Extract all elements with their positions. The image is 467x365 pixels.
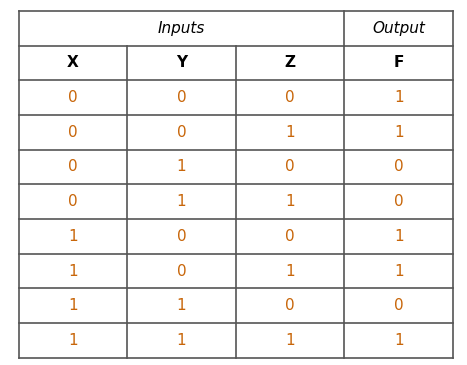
Text: 1: 1 xyxy=(394,125,403,140)
Text: 0: 0 xyxy=(285,90,295,105)
Text: X: X xyxy=(67,55,79,70)
Text: 1: 1 xyxy=(285,264,295,278)
Text: 0: 0 xyxy=(285,229,295,244)
Text: 0: 0 xyxy=(177,229,186,244)
Text: 1: 1 xyxy=(177,194,186,209)
Text: 1: 1 xyxy=(394,90,403,105)
Text: 1: 1 xyxy=(68,333,78,348)
Text: 1: 1 xyxy=(177,298,186,313)
Text: 0: 0 xyxy=(68,160,78,174)
Text: 1: 1 xyxy=(68,264,78,278)
Text: 1: 1 xyxy=(285,125,295,140)
Text: 0: 0 xyxy=(68,125,78,140)
Text: 0: 0 xyxy=(285,298,295,313)
Text: Z: Z xyxy=(284,55,296,70)
Text: 1: 1 xyxy=(177,160,186,174)
Text: 1: 1 xyxy=(68,229,78,244)
Text: 0: 0 xyxy=(68,194,78,209)
Text: 0: 0 xyxy=(394,298,403,313)
Text: 1: 1 xyxy=(285,194,295,209)
Text: 0: 0 xyxy=(68,90,78,105)
Text: 0: 0 xyxy=(394,160,403,174)
Text: 0: 0 xyxy=(394,194,403,209)
Text: 0: 0 xyxy=(177,264,186,278)
Text: 1: 1 xyxy=(285,333,295,348)
Text: 1: 1 xyxy=(68,298,78,313)
Text: 1: 1 xyxy=(177,333,186,348)
Text: F: F xyxy=(394,55,404,70)
Text: 1: 1 xyxy=(394,229,403,244)
Text: Inputs: Inputs xyxy=(158,21,205,36)
Text: 1: 1 xyxy=(394,264,403,278)
Text: Output: Output xyxy=(372,21,425,36)
Text: 1: 1 xyxy=(394,333,403,348)
Text: 0: 0 xyxy=(285,160,295,174)
Text: Y: Y xyxy=(176,55,187,70)
Text: 0: 0 xyxy=(177,90,186,105)
Text: 0: 0 xyxy=(177,125,186,140)
